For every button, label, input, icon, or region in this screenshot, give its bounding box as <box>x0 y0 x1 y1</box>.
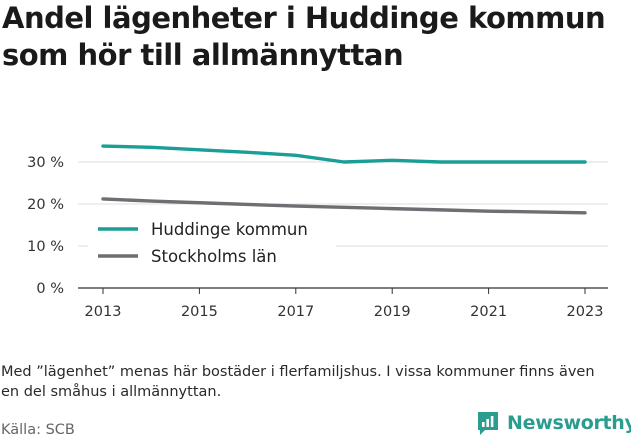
y-tick-label: 0 % <box>36 281 64 297</box>
legend-label: Huddinge kommun <box>151 220 308 239</box>
brand-logo: Newsworthy <box>476 408 631 438</box>
y-tick-label: 30 % <box>27 155 64 171</box>
line-chart: 0 % 10 % 20 % 30 % 2013 2015 2017 2019 2021 2023… <box>27 144 608 320</box>
x-tick-label: 2015 <box>181 304 218 320</box>
chart-note: Med ”lägenhet” menas här bostäder i fler… <box>1 364 595 400</box>
y-tick-label: 10 % <box>27 239 64 255</box>
x-tick-label: 2021 <box>470 304 507 320</box>
series-lines <box>101 144 587 215</box>
y-tick-label: 20 % <box>27 197 64 213</box>
x-tick-label: 2019 <box>374 304 411 320</box>
legend-background <box>88 213 336 271</box>
legend-label: Stockholms län <box>151 247 277 266</box>
y-axis: 0 % 10 % 20 % 30 % <box>27 155 64 297</box>
legend: Huddinge kommun Stockholms län <box>88 213 336 271</box>
x-tick-label: 2013 <box>85 304 122 320</box>
x-axis: 2013 2015 2017 2019 2021 2023 <box>85 288 604 320</box>
bar-chart-logo-icon <box>478 412 498 435</box>
brand-name: Newsworthy <box>507 412 631 434</box>
x-tick-label: 2023 <box>567 304 604 320</box>
source-label: Källa: SCB <box>1 422 75 438</box>
series-line-huddinge <box>101 144 587 164</box>
chart-title: Andel lägenheter i Huddinge kommun som h… <box>2 1 606 72</box>
x-tick-label: 2017 <box>277 304 314 320</box>
series-line-stockholm <box>101 197 587 215</box>
